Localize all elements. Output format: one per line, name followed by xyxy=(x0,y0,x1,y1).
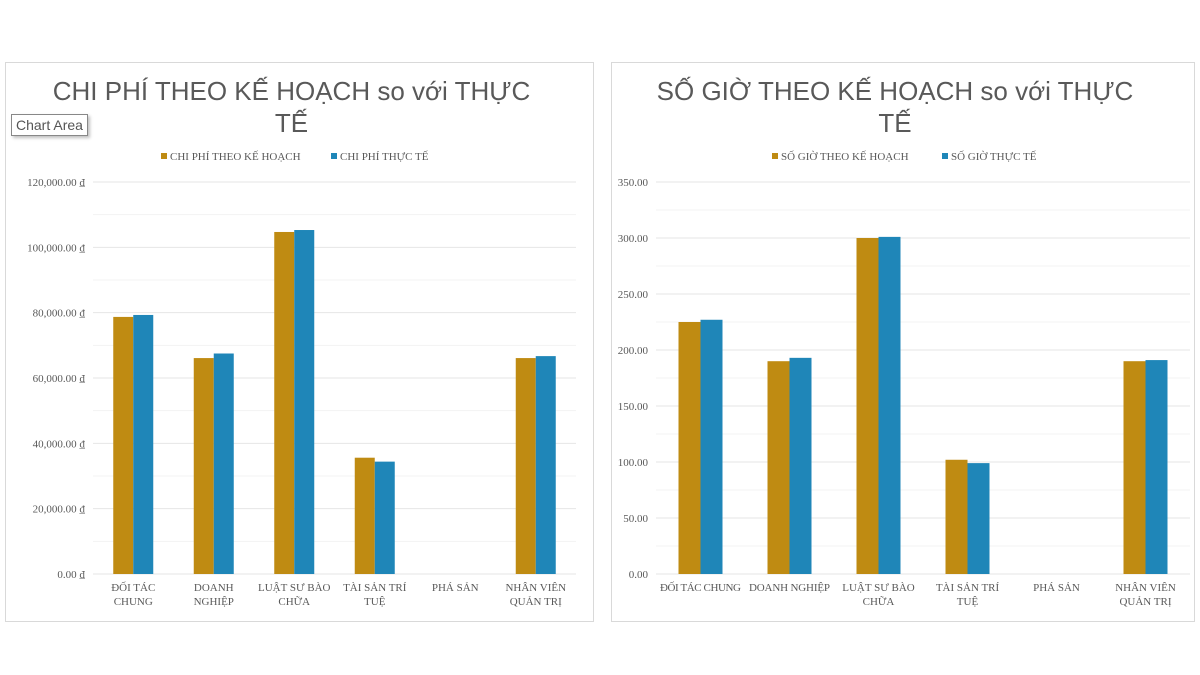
x-tick-label: TUỆ xyxy=(957,596,979,608)
legend-swatch xyxy=(772,153,778,159)
y-tick-label: 60,000.00 ₫ xyxy=(33,373,86,385)
legend-swatch xyxy=(161,153,167,159)
y-tick-label: 100.00 xyxy=(618,457,649,469)
x-tick-label: PHÁ SẢN xyxy=(432,582,479,594)
bar xyxy=(535,356,556,574)
bar xyxy=(945,459,968,574)
bar xyxy=(789,357,812,574)
chart-title: CHI PHÍ THEO KẾ HOẠCH so với THỰC xyxy=(53,76,530,106)
chart-title: TẾ xyxy=(275,108,308,138)
legend-swatch xyxy=(331,153,337,159)
x-tick-label: NHÂN VIÊN xyxy=(505,582,566,594)
y-tick-label: 20,000.00 ₫ xyxy=(33,504,86,516)
chart-title: TẾ xyxy=(878,108,911,138)
bar xyxy=(878,236,901,574)
y-tick-label: 0.00 ₫ xyxy=(57,569,85,581)
y-tick-label: 250.00 xyxy=(618,289,649,301)
x-tick-label: TÀI SẢN TRÍ xyxy=(936,582,1000,594)
bar xyxy=(213,353,234,574)
x-tick-label: QUẢN TRỊ xyxy=(510,596,562,608)
legend-swatch xyxy=(942,153,948,159)
bar xyxy=(767,361,790,574)
y-tick-label: 300.00 xyxy=(618,233,649,245)
y-tick-label: 150.00 xyxy=(618,401,649,413)
bar xyxy=(700,319,723,574)
chart-area-tooltip: Chart Area xyxy=(11,114,88,136)
y-tick-label: 40,000.00 ₫ xyxy=(33,438,86,450)
x-tick-label: TUỆ xyxy=(364,596,386,608)
x-tick-label: TÀI SẢN TRÍ xyxy=(343,582,407,594)
x-tick-label: CHỮA xyxy=(863,596,895,608)
bar xyxy=(678,322,701,574)
x-tick-label: NHÂN VIÊN xyxy=(1115,582,1176,594)
chart-title: SỐ GIỜ THEO KẾ HOẠCH so với THỰC xyxy=(657,76,1134,106)
legend-label: SỐ GIỜ THỰC TẾ xyxy=(951,150,1037,163)
legend-label: CHI PHÍ THỰC TẾ xyxy=(340,150,429,163)
x-tick-label: LUẬT SƯ BÀO xyxy=(842,582,915,594)
x-tick-label: NGHIỆP xyxy=(194,596,234,608)
bar xyxy=(856,238,879,574)
bar xyxy=(967,463,990,574)
bar xyxy=(294,230,315,574)
x-tick-label: QUẢN TRỊ xyxy=(1119,596,1171,608)
y-tick-label: 80,000.00 ₫ xyxy=(33,308,86,320)
x-tick-label: ĐỐI TÁC CHUNG xyxy=(660,581,741,594)
bar xyxy=(1123,361,1146,574)
x-tick-label: PHÁ SẢN xyxy=(1033,582,1080,594)
x-tick-label: DOANH xyxy=(194,582,234,594)
hours-chart[interactable]: SỐ GIỜ THEO KẾ HOẠCH so với THỰC TẾ SỐ GIỜ… xyxy=(611,62,1195,622)
bar xyxy=(515,358,536,574)
x-tick-label: CHỮA xyxy=(278,596,310,608)
legend-label: CHI PHÍ THEO KẾ HOẠCH xyxy=(170,150,301,163)
y-tick-label: 100,000.00 ₫ xyxy=(27,242,85,254)
bar xyxy=(354,457,375,574)
bar xyxy=(113,316,134,574)
y-tick-label: 120,000.00 ₫ xyxy=(27,177,85,189)
bar xyxy=(1145,360,1168,574)
y-tick-label: 350.00 xyxy=(618,177,649,189)
bar xyxy=(133,314,154,574)
x-tick-label: LUẬT SƯ BÀO xyxy=(258,582,331,594)
y-tick-label: 200.00 xyxy=(618,345,649,357)
legend-label: SỐ GIỜ THEO KẾ HOẠCH xyxy=(781,150,909,163)
cost-chart[interactable]: CHI PHÍ THEO KẾ HOẠCH so với THỰC TẾ CHI P… xyxy=(5,62,594,622)
x-tick-label: ĐỐI TÁC xyxy=(111,581,155,594)
x-tick-label: CHUNG xyxy=(114,596,153,608)
y-tick-label: 50.00 xyxy=(623,513,648,525)
bar xyxy=(193,358,214,574)
bar xyxy=(374,461,395,574)
x-tick-label: DOANH NGHIỆP xyxy=(749,582,830,594)
bar xyxy=(274,231,295,575)
y-tick-label: 0.00 xyxy=(629,569,649,581)
